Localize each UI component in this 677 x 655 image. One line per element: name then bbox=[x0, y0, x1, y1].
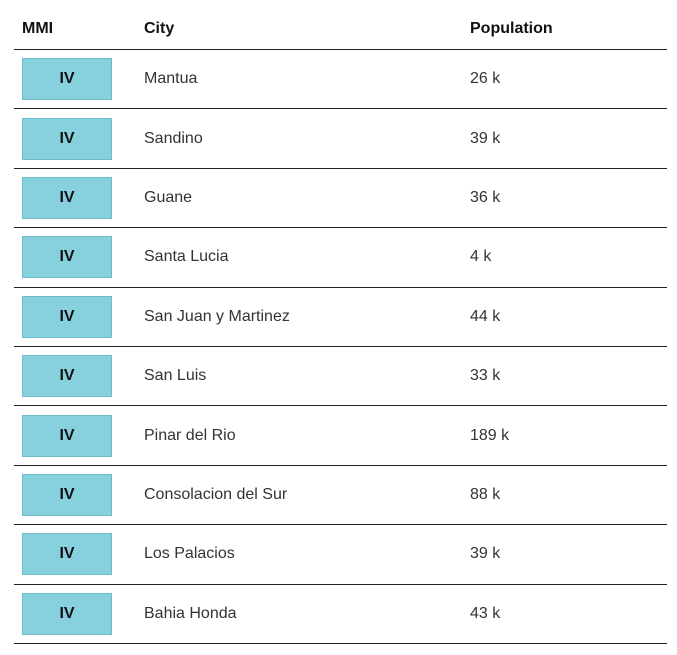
city-cell: San Luis bbox=[144, 367, 207, 385]
population-cell: 33 k bbox=[470, 367, 501, 385]
city-cell: Los Palacios bbox=[144, 545, 235, 563]
mmi-badge: IV bbox=[22, 473, 112, 516]
population-cell: 4 k bbox=[470, 248, 492, 266]
mmi-badge: IV bbox=[22, 414, 112, 457]
city-cell: Bahia Honda bbox=[144, 604, 237, 622]
header-cell: MMI bbox=[22, 20, 54, 37]
mmi-badge: IV bbox=[22, 236, 112, 279]
mmi-badge: IV bbox=[22, 117, 112, 160]
mmi-badge: IV bbox=[22, 295, 112, 338]
table-row: IV Mantua 26 k bbox=[14, 50, 667, 110]
table-row: IV Consolacion del Sur 88 k bbox=[14, 466, 667, 526]
city-cell: Sandino bbox=[144, 129, 203, 147]
population-cell: 189 k bbox=[470, 426, 510, 444]
population-cell: 88 k bbox=[470, 485, 501, 503]
table-row: IV Sandino 39 k bbox=[14, 109, 667, 169]
city-cell: San Juan y Martinez bbox=[144, 307, 290, 325]
city-cell: Guane bbox=[144, 188, 193, 206]
table-row: IV San Juan y Martinez 44 k bbox=[14, 288, 667, 347]
mmi-badge: IV bbox=[22, 355, 112, 398]
population-cell: 26 k bbox=[470, 70, 501, 88]
city-cell: Mantua bbox=[144, 70, 198, 88]
mmi-badge: IV bbox=[22, 58, 112, 101]
mmi-badge: IV bbox=[22, 592, 112, 635]
header-cell: City bbox=[144, 20, 175, 37]
city-cell: Consolacion del Sur bbox=[144, 485, 288, 503]
table-row: IV Guane 36 k bbox=[14, 169, 667, 229]
table-row: IV Bahia Honda 43 k bbox=[14, 585, 667, 644]
table-row: IV Santa Lucia 4 k bbox=[14, 228, 667, 288]
population-cell: 44 k bbox=[470, 307, 501, 325]
population-cell: 36 k bbox=[470, 188, 501, 206]
header-cell: Population bbox=[470, 20, 553, 37]
city-cell: Pinar del Rio bbox=[144, 426, 236, 444]
table-row: IV Los Palacios 39 k bbox=[14, 525, 667, 585]
table-row: IV San Luis 33 k bbox=[14, 347, 667, 407]
table-row: IV Pinar del Rio 189 k bbox=[14, 406, 667, 466]
population-cell: 43 k bbox=[470, 604, 501, 622]
population-cell: 39 k bbox=[470, 129, 501, 147]
table-header: MMI City Population bbox=[14, 0, 667, 50]
mmi-badge: IV bbox=[22, 533, 112, 576]
mmi-badge: IV bbox=[22, 176, 112, 219]
population-cell: 39 k bbox=[470, 545, 501, 563]
city-cell: Santa Lucia bbox=[144, 248, 229, 266]
table: MMI City Population IV Mantua 26 k IV Sandin… bbox=[14, 0, 667, 644]
